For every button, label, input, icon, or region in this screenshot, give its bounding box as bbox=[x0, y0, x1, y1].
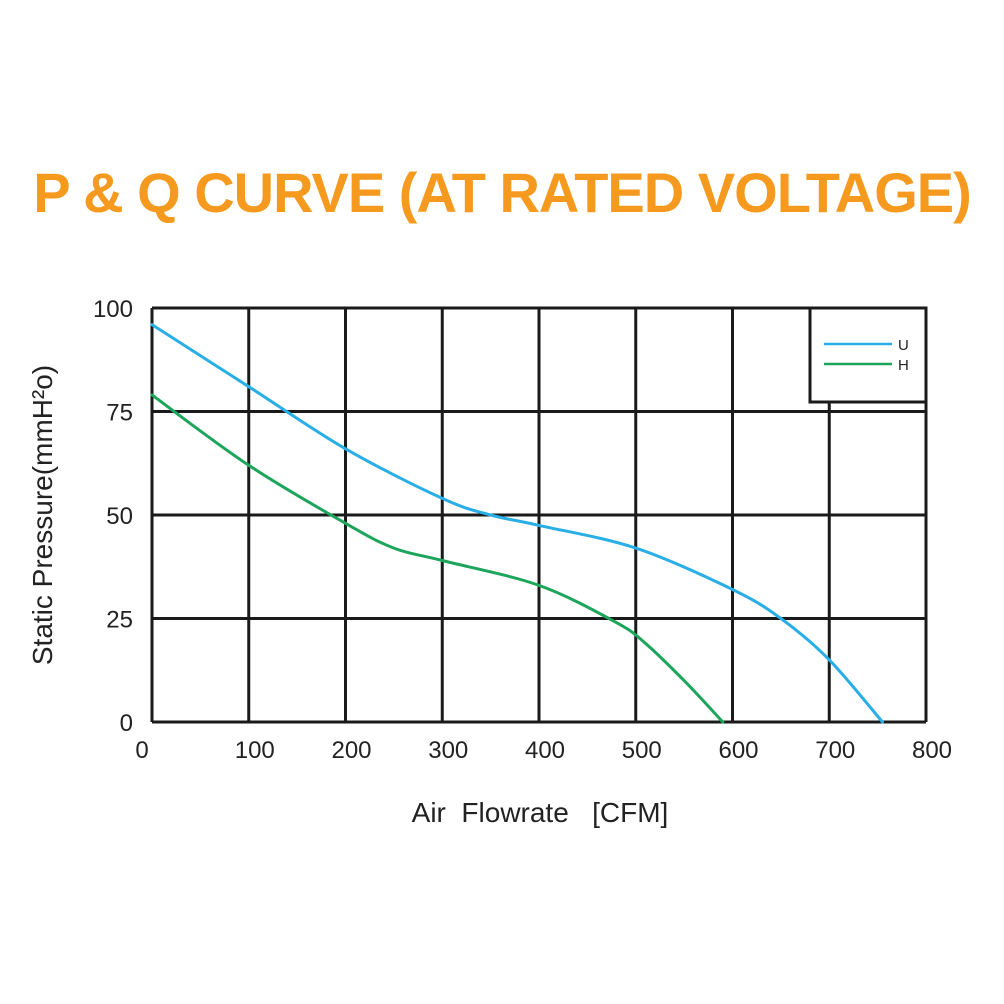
x-axis-ticks: 0 100 200 300 400 500 600 700 800 bbox=[135, 737, 952, 764]
x-tick-label: 400 bbox=[525, 737, 565, 764]
x-tick-label: 500 bbox=[622, 737, 662, 764]
legend-label-u: U bbox=[898, 337, 909, 354]
y-tick-label: 0 bbox=[120, 710, 133, 737]
series-lines bbox=[150, 323, 884, 724]
y-axis-label: Static Pressure(mmH²o) bbox=[27, 365, 58, 665]
x-tick-label: 800 bbox=[912, 737, 952, 764]
chart-title: P & Q CURVE (AT RATED VOLTAGE) bbox=[33, 161, 972, 224]
y-tick-label: 75 bbox=[106, 400, 133, 427]
legend-box bbox=[808, 306, 928, 404]
x-tick-label: 600 bbox=[718, 737, 758, 764]
series-line-h bbox=[150, 393, 725, 724]
y-axis-ticks: 0 25 50 75 100 bbox=[93, 296, 133, 737]
series-line-u bbox=[150, 323, 884, 724]
x-axis-label: Air Flowrate [CFM] bbox=[412, 797, 669, 828]
y-tick-label: 25 bbox=[106, 607, 133, 634]
x-tick-label: 0 bbox=[135, 737, 148, 764]
legend: UH bbox=[808, 306, 928, 404]
x-tick-label: 700 bbox=[815, 737, 855, 764]
y-tick-label: 100 bbox=[93, 296, 133, 323]
x-tick-label: 100 bbox=[235, 737, 275, 764]
y-tick-label: 50 bbox=[106, 503, 133, 530]
x-tick-label: 200 bbox=[331, 737, 371, 764]
x-tick-label: 300 bbox=[428, 737, 468, 764]
legend-label-h: H bbox=[898, 357, 909, 374]
